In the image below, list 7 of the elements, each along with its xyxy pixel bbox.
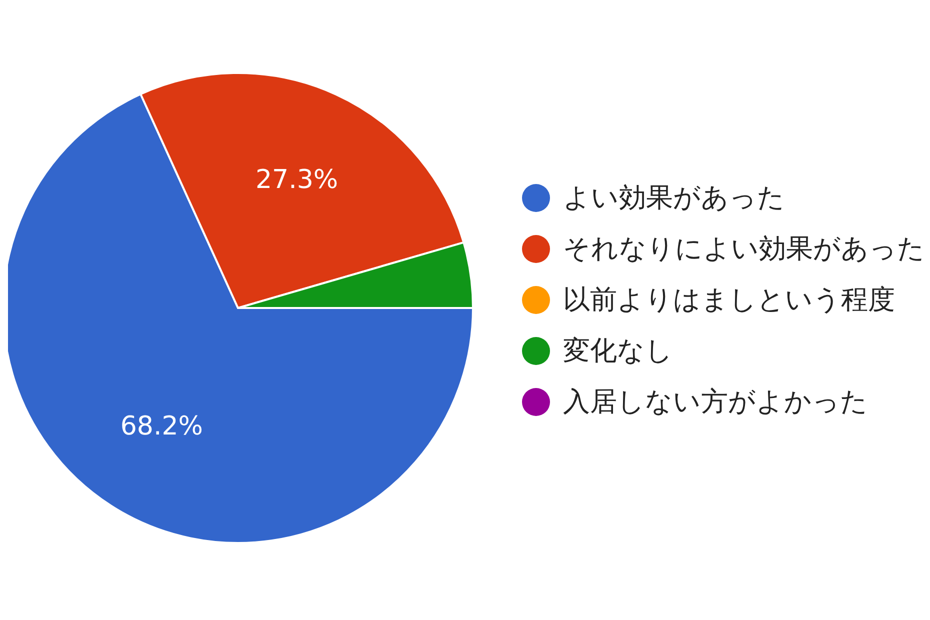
data-label: 27.3% — [256, 164, 338, 195]
legend-label: 以前よりはましという程度 — [563, 284, 895, 316]
legend-label: 変化なし — [563, 336, 673, 366]
legend-label: よい効果があった — [563, 182, 785, 214]
legend-label: それなりによい効果があった — [563, 234, 925, 264]
legend-label: 入居しない方がよかった — [563, 386, 868, 418]
data-label: 68.2% — [120, 412, 204, 442]
